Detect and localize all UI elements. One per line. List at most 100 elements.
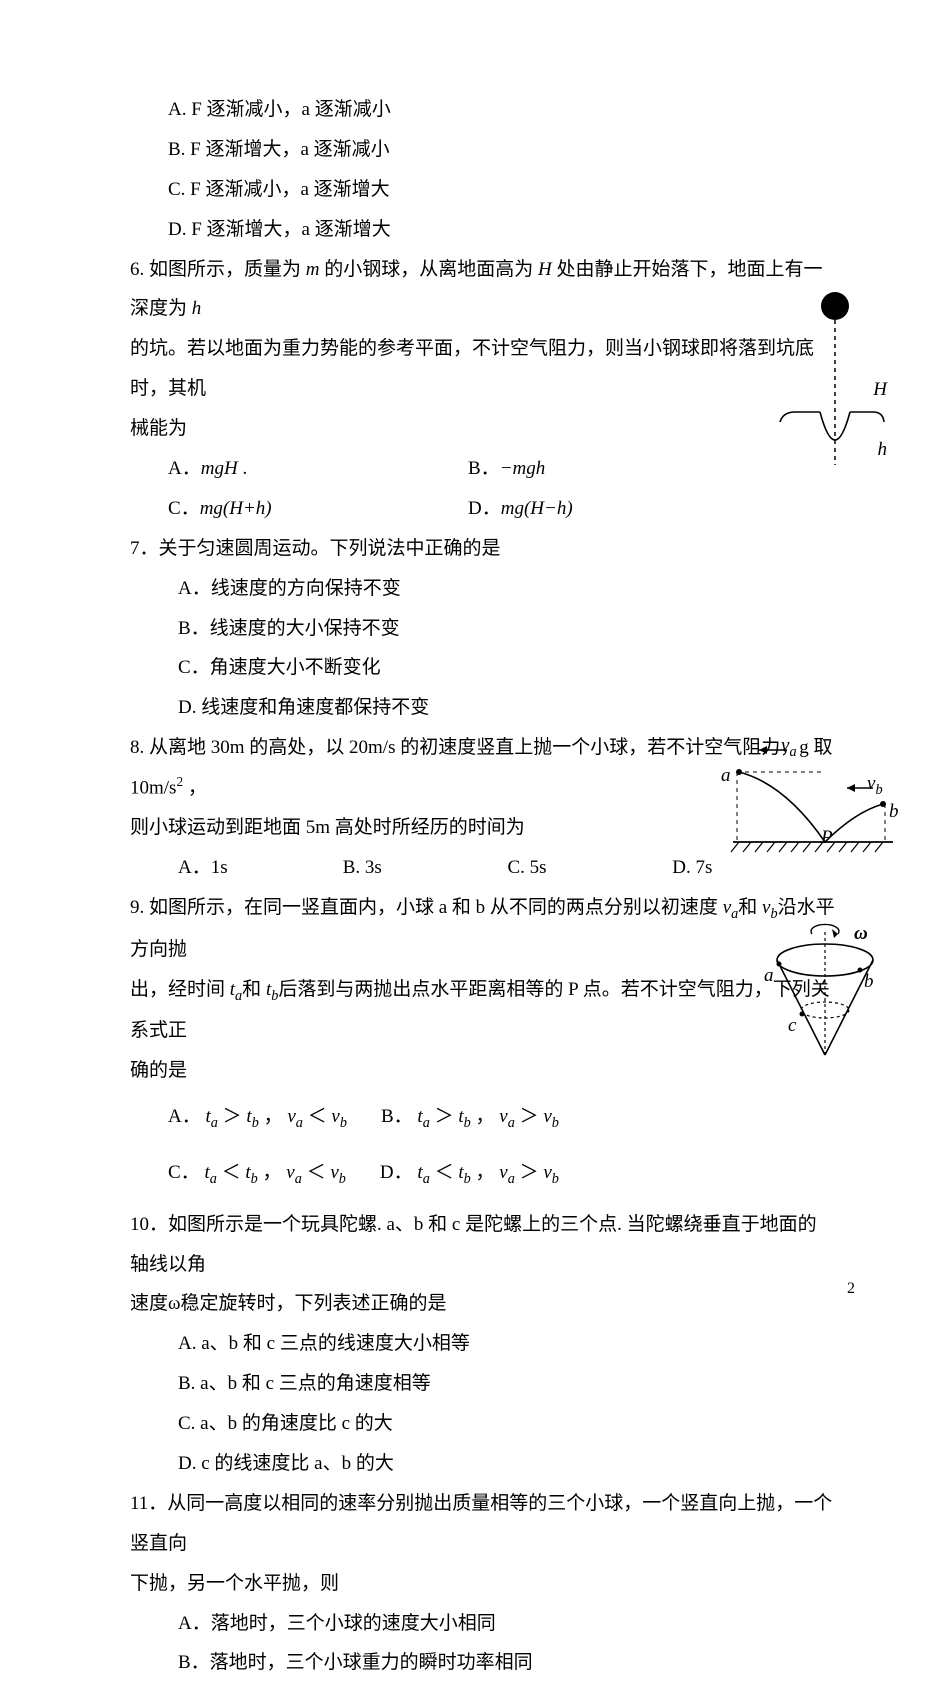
q6-optD: D．mg(H−h) [468,489,573,529]
page: A. F 逐渐减小，a 逐渐减小 B. F 逐渐增大，a 逐渐减小 C. F 逐… [0,0,945,1336]
q9B4: v [543,1106,551,1127]
q6-optB-expr: −mgh [500,458,546,479]
q9D2s: b [464,1171,471,1187]
q9Ag: ＞ [223,1106,242,1127]
q6-stem-line1: 6. 如图所示，质量为 m 的小钢球，从离地面高为 H 处由静止开始落下，地面上… [130,250,835,330]
q9B2s: b [464,1115,471,1131]
q9Cc: ， [263,1162,287,1183]
q9-optA: A． ta ＞ tb ， va ＜ vb [168,1097,347,1139]
q9-fig-b: b [889,792,899,832]
q9B3: v [499,1106,507,1127]
q9-fig-P: P [821,818,833,858]
q9A1s: a [211,1115,218,1131]
q6-t1: 6. 如图所示，质量为 [130,259,306,280]
q10-optA: A. a、b 和 c 三点的线速度大小相等 [130,1324,835,1364]
q6-optD-expr: mg(H−h) [501,498,573,519]
q9A4s: b [340,1115,347,1131]
q6-t2: 的小钢球，从离地面高为 [320,259,539,280]
q6-optC: C．mg(H+h) [168,489,468,529]
q9-fig-va: va [781,726,797,768]
q11-stem-line2: 下抛，另一个水平抛，则 [130,1564,835,1604]
q10-stem-line2: 速度ω稳定旋转时，下列表述正确的是 [130,1284,835,1324]
q9-va: v [723,897,731,918]
q9D4: v [543,1162,551,1183]
q10-fig-b: b [864,962,874,1002]
q9A4: v [331,1106,339,1127]
q6-optB: B．−mgh [468,449,545,489]
q6-optC-lbl: C． [168,498,200,519]
q6-stem-line2: 的坑。若以地面为重力势能的参考平面，不计空气阻力，则当小钢球即将落到坑底时，其机 [130,329,835,409]
q10-fig-a: a [764,956,774,996]
q10-fig-omega: ω [854,914,868,954]
q9Dc: ， [475,1162,499,1183]
q6-H: H [538,259,552,280]
q11-stem-line1: 11．从同一高度以相同的速率分别抛出质量相等的三个小球，一个竖直向上抛，一个竖直… [130,1484,835,1564]
q9D4s: b [552,1171,559,1187]
page-number: 2 [847,1272,855,1306]
q6-optC-expr: mg(H+h) [200,498,272,519]
q6-optA: A．mgH . [168,449,468,489]
q9Dlt: ＜ [435,1162,454,1183]
q6-optA-expr: mgH [201,458,238,479]
q9D1s: a [423,1171,430,1187]
q9Bc: ， [475,1106,499,1127]
q7-stem: 7．关于匀速圆周运动。下列说法中正确的是 [130,529,835,569]
q6-figure-svg [765,290,885,480]
q9D-l: D． [380,1162,413,1183]
q9A-l: A． [168,1106,201,1127]
q6-opts-row2: C．mg(H+h) D．mg(H−h) [130,489,835,529]
q7-optA: A．线速度的方向保持不变 [130,569,835,609]
q9-optC: C． ta ＜ tb ， va ＜ vb [168,1153,346,1195]
q9-stem-line3: 确的是 [130,1051,835,1091]
q10-optC: C. a、b 的角速度比 c 的大 [130,1404,835,1444]
q9Clt: ＜ [222,1162,241,1183]
q9-fig-a: a [721,756,731,796]
q9Bg: ＞ [435,1106,454,1127]
q9-opts-row1: A． ta ＞ tb ， va ＜ vb B． ta ＞ tb ， va ＞ v… [130,1097,835,1139]
q9B3s: a [508,1115,515,1131]
q7-optD: D. 线速度和角速度都保持不变 [130,688,835,728]
q9A3: v [287,1106,295,1127]
q9-t2a: 出，经时间 [130,979,230,1000]
q6-fig-h: h [878,430,888,470]
q9-t2b: 和 [242,979,266,1000]
q8-optC: C. 5s [508,848,668,888]
q5-optD: D. F 逐渐增大，a 逐渐增大 [130,210,835,250]
q9-optB: B． ta ＞ tb ， va ＞ vb [381,1097,559,1139]
q5-optB: B. F 逐渐增大，a 逐渐减小 [130,130,835,170]
q8-optA: A．1s [178,848,338,888]
q7-optB: B．线速度的大小保持不变 [130,609,835,649]
q9C4: v [330,1162,338,1183]
q9-t1b: 和 [738,897,762,918]
q8-t1b: ， [183,777,207,798]
q6-fig-H: H [873,370,887,410]
q9D3s: a [508,1171,515,1187]
q9C-l: C． [168,1162,200,1183]
q9-stem-line1: 9. 如图所示，在同一竖直面内，小球 a 和 b 从不同的两点分别以初速度 va… [130,888,835,970]
q9B4s: b [552,1115,559,1131]
q9-figure: va a vb b P [725,742,900,862]
q9-stem-line2: 出，经时间 ta和 tb后落到与两抛出点水平距离相等的 P 点。若不计空气阻力，… [130,970,835,1052]
q5-optA: A. F 逐渐减小，a 逐渐减小 [130,90,835,130]
q10-stem-line1: 10．如图所示是一个玩具陀螺. a、b 和 c 是陀螺上的三个点. 当陀螺绕垂直… [130,1205,835,1285]
q10-optD: D. c 的线速度比 a、b 的大 [130,1444,835,1484]
q9-optD: D． ta ＜ tb ， va ＞ vb [380,1153,559,1195]
q9A3s: a [296,1115,303,1131]
q11-optB: B．落地时，三个小球重力的瞬时功率相同 [130,1643,835,1683]
q6-stem-line3: 械能为 [130,409,835,449]
q9D3: v [499,1162,507,1183]
q6-optA-post: . [238,458,248,479]
q9C1s: a [210,1171,217,1187]
q9C2s: b [251,1171,258,1187]
q8-optB: B. 3s [343,848,503,888]
q6-h: h [192,298,202,319]
q9Bg2: ＞ [520,1106,539,1127]
q6-opts-row1: A．mgH . B．−mgh [130,449,835,489]
q9Alt: ＜ [308,1106,327,1127]
q7-optC: C．角速度大小不断变化 [130,648,835,688]
q9B-l: B． [381,1106,413,1127]
q6-figure: H h [765,290,885,480]
q6-optA-lbl: A． [168,458,201,479]
q9Dg: ＞ [520,1162,539,1183]
q9-fig-vb: vb [867,764,883,806]
